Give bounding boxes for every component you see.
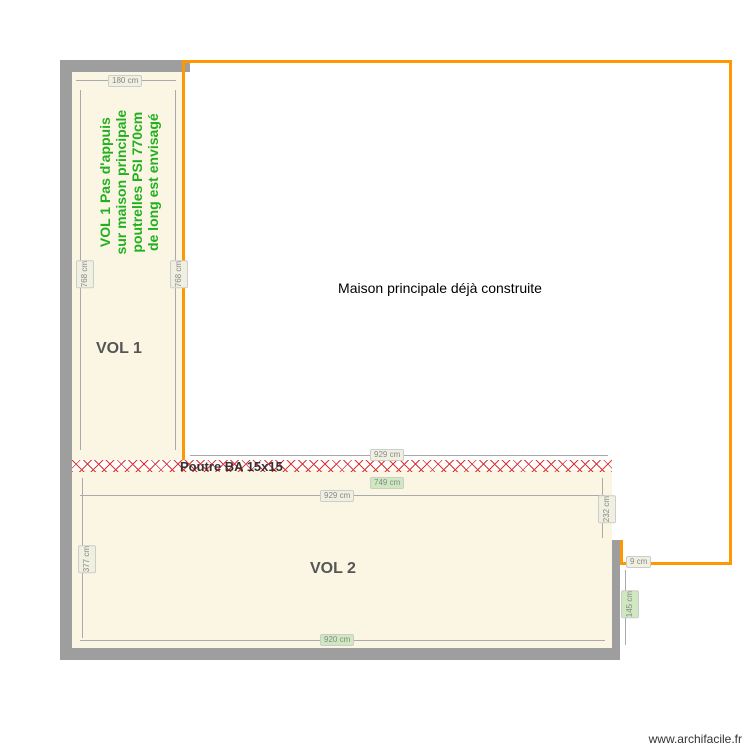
vol2-label: VOL 2 <box>310 560 356 578</box>
dim-180: 180 cm <box>108 75 142 87</box>
credit-link[interactable]: www.archifacile.fr <box>649 732 742 746</box>
dim-145: 145 cm <box>621 590 639 618</box>
beam-label: Poutre BA 15x15 <box>180 459 283 474</box>
dim-920: 920 cm <box>320 634 354 646</box>
green-note: VOL 1 Pas d'appuis sur maison principale… <box>97 87 161 277</box>
orange-top <box>182 60 732 63</box>
wall-left <box>60 60 72 660</box>
dim-929a: 929 cm <box>370 449 404 461</box>
floorplan-canvas: 180 cm 768 cm 768 cm 929 cm 749 cm 929 c… <box>0 0 750 750</box>
green-note-text: VOL 1 Pas d'appuis sur maison principale… <box>97 110 161 255</box>
dim-929b: 929 cm <box>320 490 354 502</box>
dim-749: 749 cm <box>370 477 404 489</box>
dim-232: 232 cm <box>598 495 616 523</box>
dim-9: 9 cm <box>626 556 651 568</box>
dim-768a: 768 cm <box>76 260 94 288</box>
vol1-label: VOL 1 <box>96 340 142 358</box>
beam-hatching <box>72 460 612 472</box>
wall-top <box>60 60 190 72</box>
orange-right-inner <box>620 540 623 565</box>
wall-bottom <box>60 648 620 660</box>
dim-377: 377 cm <box>78 545 96 573</box>
orange-right <box>729 60 732 565</box>
dim-768b: 768 cm <box>170 260 188 288</box>
main-house-label: Maison principale déjà construite <box>300 280 580 296</box>
